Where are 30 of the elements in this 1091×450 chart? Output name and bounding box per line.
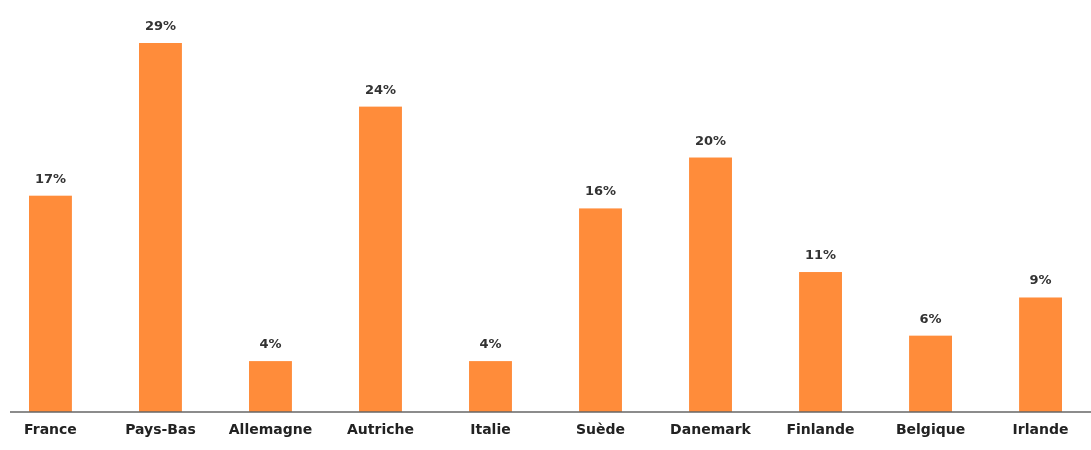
bar — [689, 157, 732, 412]
bar — [799, 272, 842, 412]
data-label: 6% — [919, 310, 942, 326]
bar — [359, 106, 402, 412]
bar — [29, 195, 72, 412]
x-tick-label: Belgique — [895, 421, 966, 438]
data-label: 4% — [479, 336, 502, 352]
x-tick-label: France — [24, 421, 77, 438]
x-tick-label: Danemark — [670, 421, 752, 438]
bar — [579, 208, 622, 412]
bar — [139, 43, 182, 412]
bar — [469, 361, 512, 412]
data-label: 11% — [804, 247, 837, 263]
x-tick-label: Pays-Bas — [125, 421, 196, 438]
data-label: 17% — [34, 170, 67, 186]
data-label: 24% — [364, 81, 397, 97]
x-tick-label: Irlande — [1012, 421, 1069, 438]
x-tick-label: Finlande — [786, 421, 855, 438]
data-label: 16% — [584, 183, 617, 199]
bar — [1019, 297, 1062, 412]
data-label: 20% — [694, 132, 727, 148]
x-tick-label: Allemagne — [228, 421, 313, 438]
x-tick-label: Suède — [575, 421, 626, 438]
x-tick-label: Italie — [470, 421, 511, 438]
bar — [249, 361, 292, 412]
data-label: 9% — [1029, 272, 1052, 288]
data-label: 4% — [259, 336, 282, 352]
data-label: 29% — [144, 18, 177, 33]
x-tick-label: Autriche — [347, 421, 414, 438]
bar — [909, 335, 952, 412]
